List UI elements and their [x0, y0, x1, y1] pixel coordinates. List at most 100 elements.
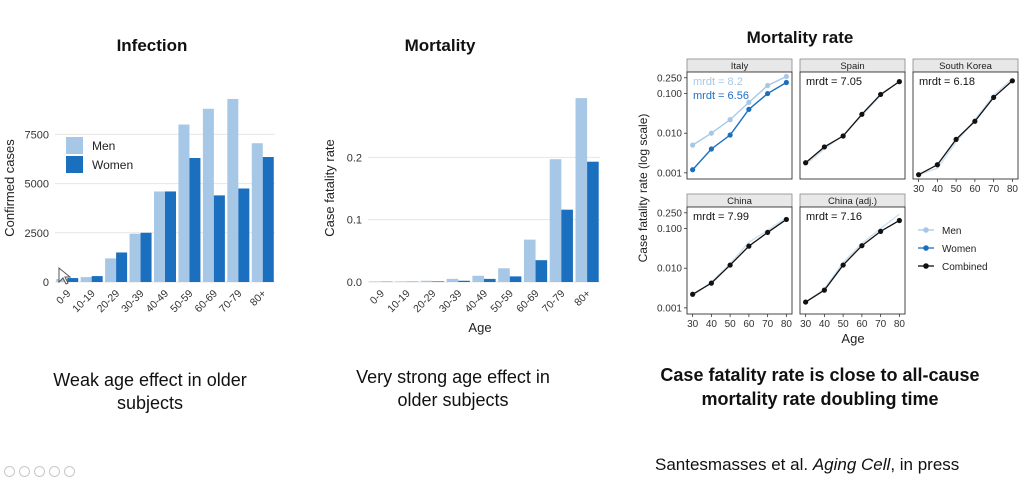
facet-frame: [799, 206, 906, 315]
y-tick-label: 0.100: [657, 89, 682, 100]
x-tick-label: 80: [1007, 184, 1019, 195]
data-point-combined: [878, 228, 884, 234]
x-tick-label: 30: [800, 319, 812, 330]
bar-women: [67, 278, 79, 282]
data-point-men: [708, 130, 714, 136]
data-point-combined: [896, 79, 902, 85]
pen-icon[interactable]: [19, 466, 30, 477]
mortality-y-axis-label: Case fatality rate: [322, 139, 337, 237]
facet-title: Spain: [840, 61, 864, 72]
data-point-women: [727, 132, 733, 138]
mortality-rate-caption-line2: mortality rate doubling time: [701, 389, 939, 409]
data-point-combined: [953, 136, 959, 142]
data-point-combined: [727, 262, 733, 268]
infection-caption-line1: Weak age effect in older: [53, 370, 247, 390]
bar-men: [395, 281, 407, 282]
bar-men: [56, 279, 68, 282]
data-point-women: [690, 167, 696, 173]
citation-suffix: , in press: [890, 455, 960, 474]
series-line-combined: [918, 80, 1013, 176]
y-tick-label: 0.010: [657, 129, 682, 140]
bar-women: [484, 278, 496, 282]
infection-chart: 0 2500 5000 7500 0-910-1920-2930-3940-4950-…: [2, 98, 275, 316]
legend-label-men: Men: [92, 139, 115, 153]
mrdt-annotation: mrdt = 7.16: [806, 211, 862, 223]
x-tick-label: 50: [838, 319, 850, 330]
series-line-men: [692, 75, 787, 146]
facet-panel: China 0.001 0.010 0.100 0.250 30 40 50 60 70 80 mrd…: [657, 193, 793, 330]
bar-men: [549, 159, 562, 282]
x-tick-label: 30-39: [437, 288, 465, 316]
x-tick-label: 30: [687, 319, 699, 330]
y-tick-label: 5000: [25, 179, 49, 191]
y-tick-label: 0.010: [657, 264, 682, 275]
x-tick-label: 80+: [248, 288, 269, 309]
mortality-rate-y-axis-label: Case fatality rate (log scale): [636, 114, 650, 263]
y-tick-label: 0.1: [347, 215, 362, 227]
x-tick-label: 80: [781, 319, 793, 330]
zoom-icon[interactable]: [49, 466, 60, 477]
data-point-combined: [916, 172, 922, 178]
x-tick-label: 20-29: [411, 288, 439, 316]
bar-men: [129, 233, 141, 282]
mrdt-annotation: mrdt = 7.05: [806, 76, 862, 88]
data-point-women: [746, 106, 752, 112]
x-tick-label: 50: [725, 319, 737, 330]
x-tick-label: 30: [913, 184, 925, 195]
data-point-women: [783, 79, 789, 86]
x-tick-label: 50-59: [168, 288, 196, 316]
facet-title: South Korea: [939, 61, 993, 72]
x-tick-label: 80+: [572, 288, 593, 309]
y-tick-label: 0.100: [657, 224, 682, 235]
bar-women: [262, 157, 274, 282]
data-point-combined: [878, 91, 884, 98]
data-point-combined: [840, 133, 846, 139]
mortality-rate-title: Mortality rate: [746, 28, 854, 47]
legend-point-combined: [923, 263, 929, 269]
data-point-combined: [859, 111, 865, 117]
x-tick-label: 60-69: [514, 288, 542, 316]
data-point-women: [708, 146, 714, 152]
x-tick-label: 60: [969, 184, 981, 195]
bar-men: [154, 191, 165, 282]
mrdt-annotation: mrdt = 7.99: [693, 211, 749, 223]
slide-toolbar: [4, 466, 75, 477]
more-icon[interactable]: [64, 466, 75, 477]
mrdt-annotation: mrdt = 6.18: [919, 76, 975, 88]
data-point-men: [690, 142, 696, 148]
bar-women: [189, 157, 201, 282]
legend-point-men: [923, 227, 929, 233]
bar-women: [238, 188, 250, 282]
facet-panel: China (adj.) 30 40 50 60 70 80 mrdt = 7.16: [799, 193, 906, 330]
infection-legend: Men Women: [66, 137, 133, 173]
data-point-women: [765, 90, 771, 97]
mortality-caption-line1: Very strong age effect in: [356, 367, 550, 387]
slides-icon[interactable]: [34, 466, 45, 477]
x-tick-label: 70-79: [540, 288, 568, 316]
facet-panel: South Korea 30 40 50 60 70 80 mrdt = 6.18: [912, 58, 1019, 195]
mortality-rate-caption-line1: Case fatality rate is close to all-cause: [660, 365, 980, 385]
x-tick-label: 70-79: [217, 288, 245, 316]
x-tick-label: 10-19: [385, 288, 413, 316]
y-tick-label: 0.001: [657, 168, 682, 179]
data-point-combined: [690, 291, 696, 297]
bar-women: [535, 260, 548, 282]
x-tick-label: 70: [762, 319, 774, 330]
series-line-men: [805, 213, 900, 303]
x-tick-label: 40: [819, 319, 831, 330]
mortality-chart: 0.0 0.1 0.2 0-910-1920-2930-3940-4950-5960…: [322, 98, 600, 335]
data-point-combined: [765, 229, 771, 236]
citation: Santesmasses et al. Aging Cell, in press: [655, 455, 959, 475]
data-point-men: [765, 82, 771, 89]
data-point-combined: [840, 262, 846, 268]
bar-women: [458, 280, 470, 282]
bar-women: [509, 276, 522, 282]
back-icon[interactable]: [4, 466, 15, 477]
bar-women: [91, 276, 103, 282]
data-point-combined: [934, 162, 940, 168]
mortality-rate-x-axis-label: Age: [841, 331, 864, 346]
x-tick-label: 30-39: [119, 288, 147, 316]
data-point-combined: [803, 160, 809, 166]
facet-frame: [686, 206, 793, 315]
y-tick-label: 0.001: [657, 303, 682, 314]
